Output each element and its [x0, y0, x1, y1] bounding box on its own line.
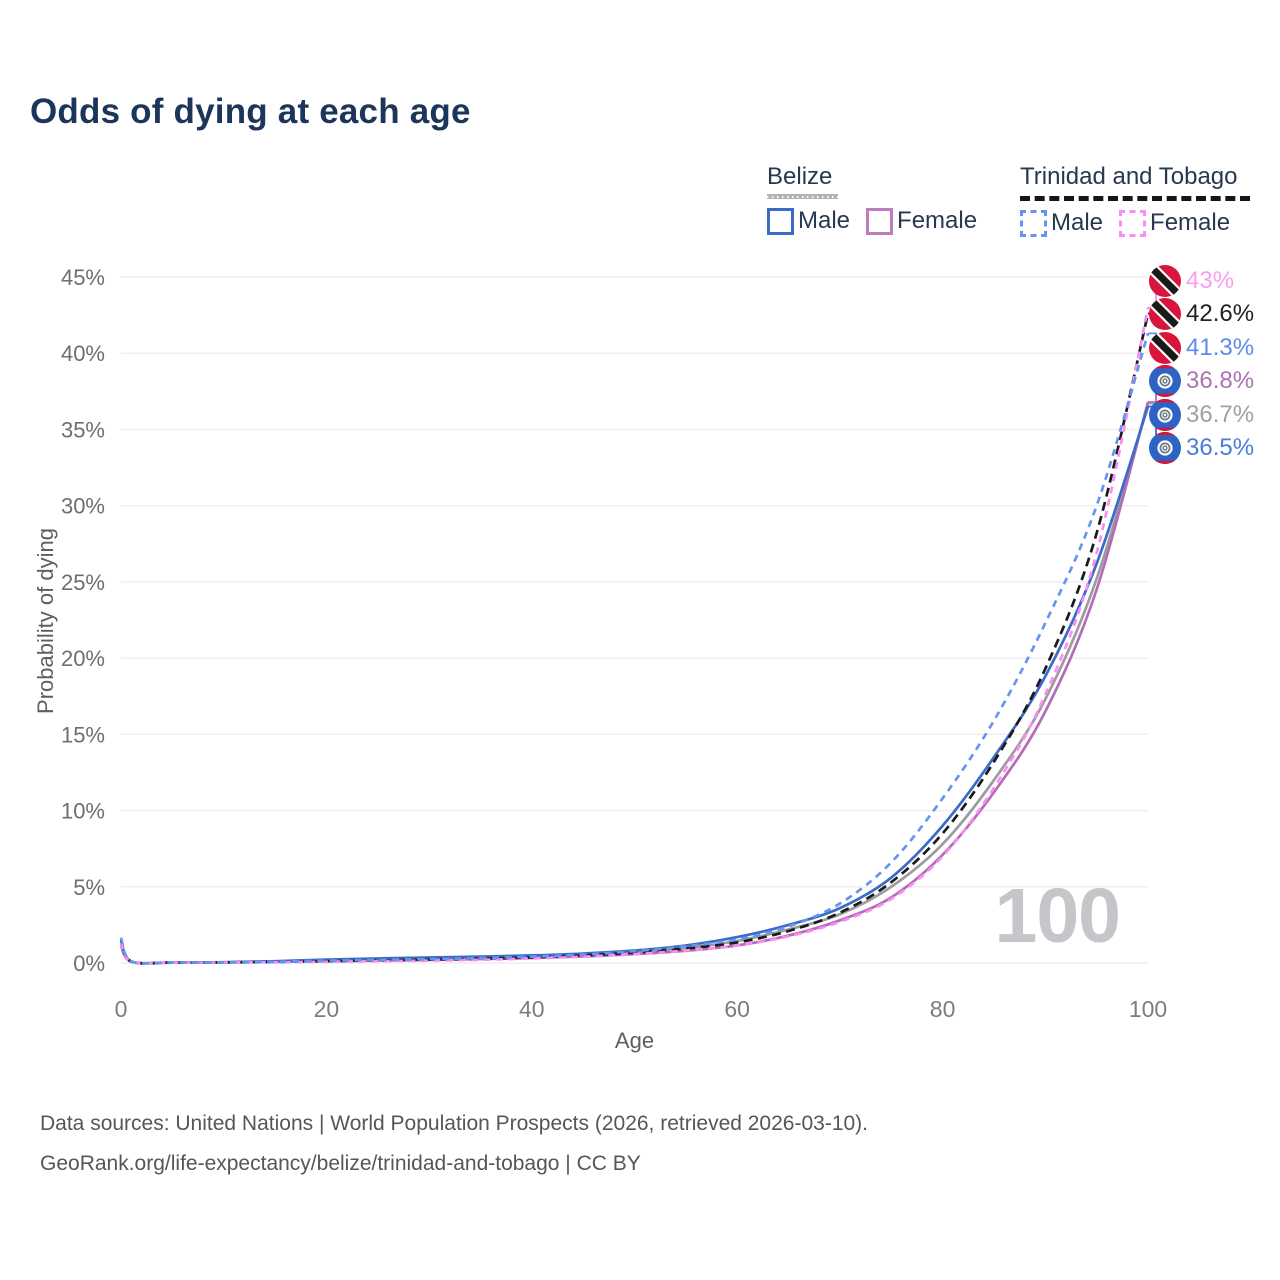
svg-text:0%: 0% [73, 951, 105, 976]
end-label-trinidad-male: 41.3% [1149, 331, 1254, 364]
svg-text:40: 40 [519, 996, 545, 1022]
svg-text:60: 60 [724, 996, 750, 1022]
svg-text:45%: 45% [61, 265, 105, 290]
belize-flag-icon [1149, 399, 1181, 431]
legend-trinidad-title[interactable]: Trinidad and Tobago [1020, 163, 1238, 190]
belize-male-swatch[interactable] [767, 207, 794, 235]
svg-text:20%: 20% [61, 646, 105, 671]
y-axis-title: Probability of dying [33, 528, 58, 714]
svg-text:0: 0 [115, 996, 128, 1022]
end-value: 36.8% [1186, 366, 1255, 394]
end-label-belize-male: 36.5% [1149, 431, 1254, 464]
page-title: Odds of dying at each age [30, 92, 471, 131]
belize-female-swatch[interactable] [866, 207, 894, 235]
svg-text:15%: 15% [61, 722, 105, 747]
legend-group-trinidad: Trinidad and Tobago Male Female [1020, 163, 1250, 237]
legend-group-belize: Belize Male Female [767, 163, 977, 235]
data-sources: Data sources: United Nations | World Pop… [40, 1104, 868, 1184]
line-chart: 0% 5% 10% 15% 20% 25% 30% 35% 40% 45% 0 20 40 60 80 100… [61, 265, 1167, 1053]
belize-total-line-swatch [767, 194, 838, 199]
svg-text:25%: 25% [61, 570, 105, 595]
data-sources-line2[interactable]: GeoRank.org/life-expectancy/belize/trini… [40, 1152, 641, 1175]
legend-trinidad-male-label[interactable]: Male [1051, 209, 1104, 236]
legend-trinidad-female-label[interactable]: Female [1150, 209, 1231, 236]
data-sources-line1: Data sources: United Nations | World Pop… [40, 1112, 869, 1135]
svg-text:20: 20 [314, 996, 340, 1022]
svg-text:Age: Age [615, 1028, 654, 1053]
age-counter-watermark: 100 [994, 873, 1121, 959]
trinidad-total-line-swatch [1020, 196, 1250, 201]
end-value: 42.6% [1186, 299, 1255, 327]
svg-text:10%: 10% [61, 799, 105, 824]
trinidad-flag-icon [1149, 332, 1181, 364]
trinidad-male-swatch[interactable] [1020, 209, 1047, 237]
legend-belize-title[interactable]: Belize [767, 163, 833, 190]
end-label-belize-total: 36.7% [1149, 398, 1254, 431]
svg-text:80: 80 [930, 996, 956, 1022]
svg-text:35%: 35% [61, 417, 105, 442]
end-value: 43% [1186, 266, 1235, 294]
trinidad-flag-icon [1149, 298, 1181, 330]
end-label-belize-female: 36.8% [1149, 364, 1254, 397]
svg-text:30%: 30% [61, 494, 105, 519]
svg-text:5%: 5% [73, 875, 105, 900]
end-label-trinidad-female: 43% [1149, 264, 1234, 297]
belize-flag-icon [1149, 432, 1181, 464]
trinidad-flag-icon [1149, 265, 1181, 297]
end-value: 36.5% [1186, 433, 1255, 461]
belize-flag-icon [1149, 365, 1181, 397]
svg-text:40%: 40% [61, 341, 105, 366]
end-label-trinidad-total: 42.6% [1149, 297, 1254, 330]
trinidad-female-swatch[interactable] [1119, 209, 1147, 237]
legend-belize-male-label[interactable]: Male [798, 207, 851, 234]
end-value: 36.7% [1186, 400, 1255, 428]
end-value: 41.3% [1186, 333, 1255, 361]
legend-belize-female-label[interactable]: Female [897, 207, 978, 234]
svg-text:100: 100 [1129, 996, 1167, 1022]
